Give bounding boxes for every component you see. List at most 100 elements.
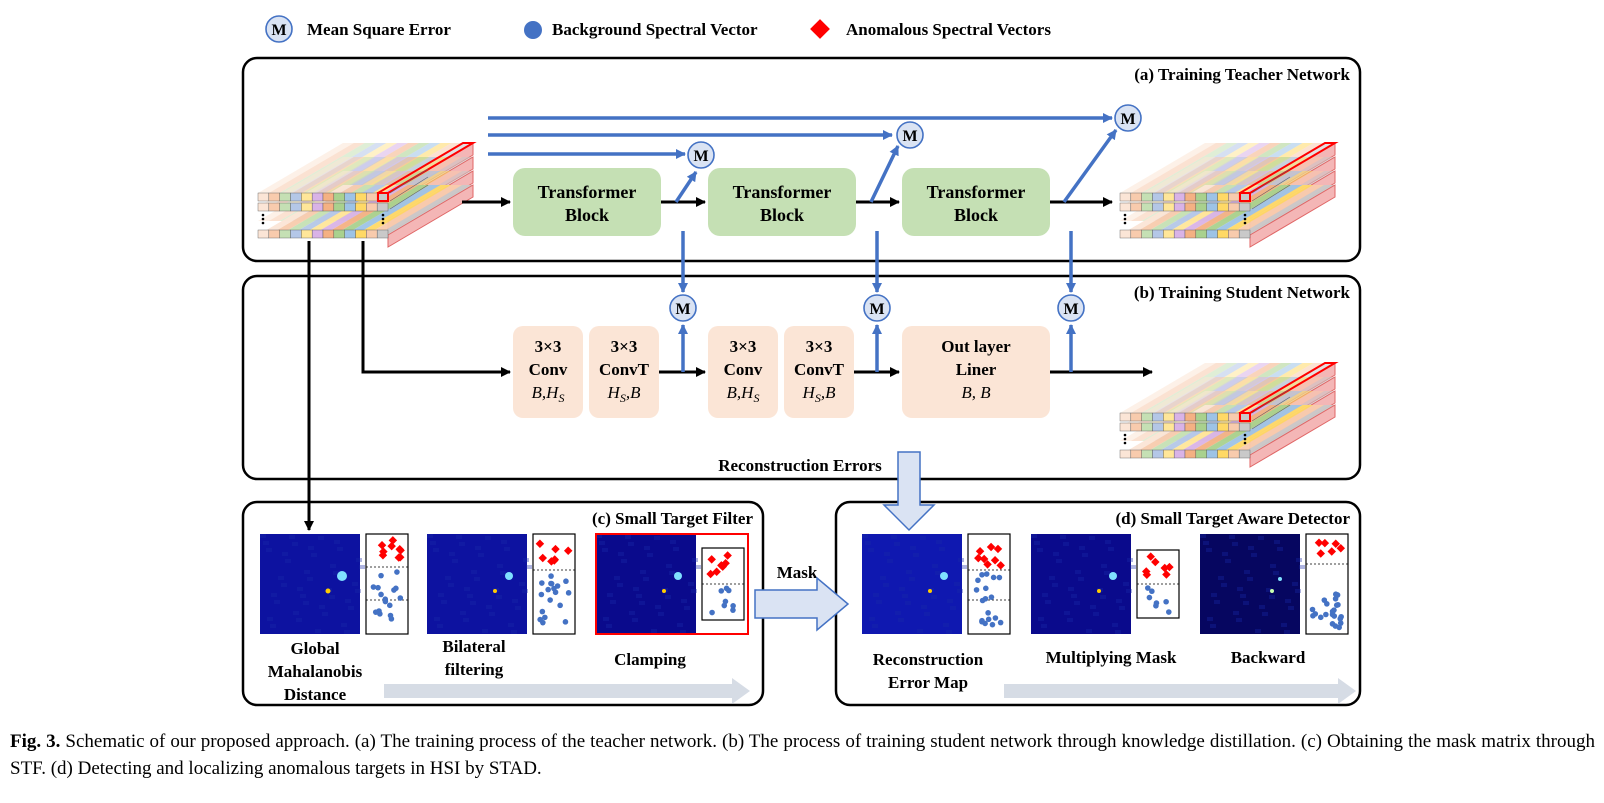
heatmap-noise xyxy=(297,587,303,591)
heatmap-noise xyxy=(308,546,314,550)
reconstruction-down-arrow xyxy=(882,451,936,532)
heatmap-noise xyxy=(1240,594,1246,598)
cube-band xyxy=(355,185,452,235)
background-point xyxy=(539,608,546,615)
heatmap-noise xyxy=(427,534,433,538)
mse-node: M xyxy=(1057,294,1085,322)
background-point xyxy=(537,616,543,623)
spectral-vector-cell xyxy=(1163,202,1175,212)
anomalous-point xyxy=(396,546,405,555)
heatmap-noise xyxy=(876,600,882,604)
spectral-vector-cell xyxy=(1206,229,1218,239)
heatmap-noise xyxy=(508,623,514,627)
heatmap-noise xyxy=(307,577,313,581)
heatmap-noise xyxy=(474,577,480,581)
background-point xyxy=(1337,620,1344,626)
heatmap-noise xyxy=(639,601,645,605)
heatmap-noise xyxy=(482,629,488,633)
heatmap-noise xyxy=(868,548,874,552)
spectral-vector-cell xyxy=(1152,229,1164,239)
background-point xyxy=(985,616,992,623)
mse-node: M xyxy=(896,121,924,149)
spectral-vector-cell xyxy=(1141,412,1153,422)
spectral-vector-cell xyxy=(1228,202,1240,212)
cube-band xyxy=(258,143,354,193)
spectral-vector-cell xyxy=(1141,449,1153,459)
ellipsis-dot xyxy=(381,217,385,221)
anomalous-point xyxy=(551,544,560,554)
mse-icon xyxy=(265,15,293,43)
background-point xyxy=(1323,611,1329,618)
spectral-vector-cell xyxy=(1152,192,1164,202)
background-point xyxy=(996,574,1003,581)
heatmap-noise xyxy=(898,618,904,622)
panel-c-visuals xyxy=(260,533,749,635)
step-label: Backward xyxy=(1231,648,1306,667)
block-label-line1: Transformer xyxy=(733,182,832,202)
ellipsis-dot xyxy=(261,213,265,217)
spectral-vector-cell xyxy=(290,229,302,239)
heatmap-noise xyxy=(1259,605,1265,609)
spectral-vector-cell xyxy=(355,192,367,202)
spectral-vector-cell xyxy=(1217,412,1229,422)
conv-kernel: 3×3 xyxy=(611,337,638,356)
ellipsis-dot xyxy=(1243,213,1247,217)
heatmap-noise xyxy=(644,546,650,550)
heatmap-noise xyxy=(486,605,492,609)
heatmap-noise xyxy=(334,540,340,544)
spectral-vector-cell xyxy=(1173,229,1186,239)
spectral-vector-cell xyxy=(268,192,280,202)
heatmap-noise xyxy=(456,535,462,539)
heatmap-noise xyxy=(617,583,623,587)
heatmap-noise xyxy=(1116,599,1122,603)
conv-dims: B,HS xyxy=(727,383,760,405)
heatmap-noise xyxy=(1104,571,1110,575)
conv-dims: B,HS xyxy=(532,383,565,405)
legend-label-anomalous: Anomalous Spectral Vectors xyxy=(846,20,1051,39)
heatmap-noise xyxy=(449,552,455,556)
anomalous-point xyxy=(1316,549,1325,558)
heatmap-noise xyxy=(311,553,317,557)
spectral-vector-cell xyxy=(311,202,324,212)
spectral-vector-cell xyxy=(1152,449,1164,459)
spectral-vector-cell xyxy=(1130,412,1142,422)
anomalous-point xyxy=(387,541,396,551)
heatmap-noise xyxy=(913,553,919,557)
heatmap-noise xyxy=(695,565,701,569)
mse-symbol: M xyxy=(693,148,708,165)
spectral-vector-cell xyxy=(290,192,302,202)
heatmap-noise xyxy=(902,594,908,598)
panel-a-title: (a) Training Teacher Network xyxy=(1134,65,1350,84)
heatmap-noise xyxy=(478,553,484,557)
heatmap-noise xyxy=(1037,548,1043,552)
heatmap-noise xyxy=(691,589,697,593)
anomalous-point xyxy=(1165,562,1174,572)
spectral-vector-cell xyxy=(1163,449,1175,459)
heatmap-noise xyxy=(673,547,679,551)
heatmap-noise xyxy=(1207,617,1213,621)
spectral-vector-cell xyxy=(1173,422,1186,432)
spectral-vector-cell xyxy=(1238,229,1251,239)
heatmap-noise xyxy=(1038,617,1044,621)
spectral-vector-cell xyxy=(1184,202,1197,212)
legend-background: Background Spectral Vector xyxy=(524,20,758,39)
panel-c-progress-arrow xyxy=(384,678,750,704)
cube-guide-line xyxy=(1251,396,1291,422)
heatmap-noise xyxy=(884,552,890,556)
heatmap-noise xyxy=(445,576,451,580)
step-label: Bilateral xyxy=(442,637,506,656)
anomalous-point xyxy=(1314,538,1324,547)
heatmap-noise xyxy=(459,542,465,546)
anomalous-point xyxy=(550,556,559,565)
mse-symbol: M xyxy=(675,301,690,318)
spectral-vector-cell xyxy=(1228,229,1240,239)
heatmap-noise xyxy=(1119,606,1125,610)
mse-node: M xyxy=(669,294,697,322)
heatmap-noise xyxy=(497,564,503,568)
anomalous-point xyxy=(535,539,545,548)
spectral-vector-cell xyxy=(1195,229,1207,239)
anomalous-point xyxy=(1331,539,1341,548)
heatmap-noise xyxy=(304,570,310,574)
heatmap-noise xyxy=(655,605,661,609)
heatmap-noise xyxy=(1060,535,1066,539)
